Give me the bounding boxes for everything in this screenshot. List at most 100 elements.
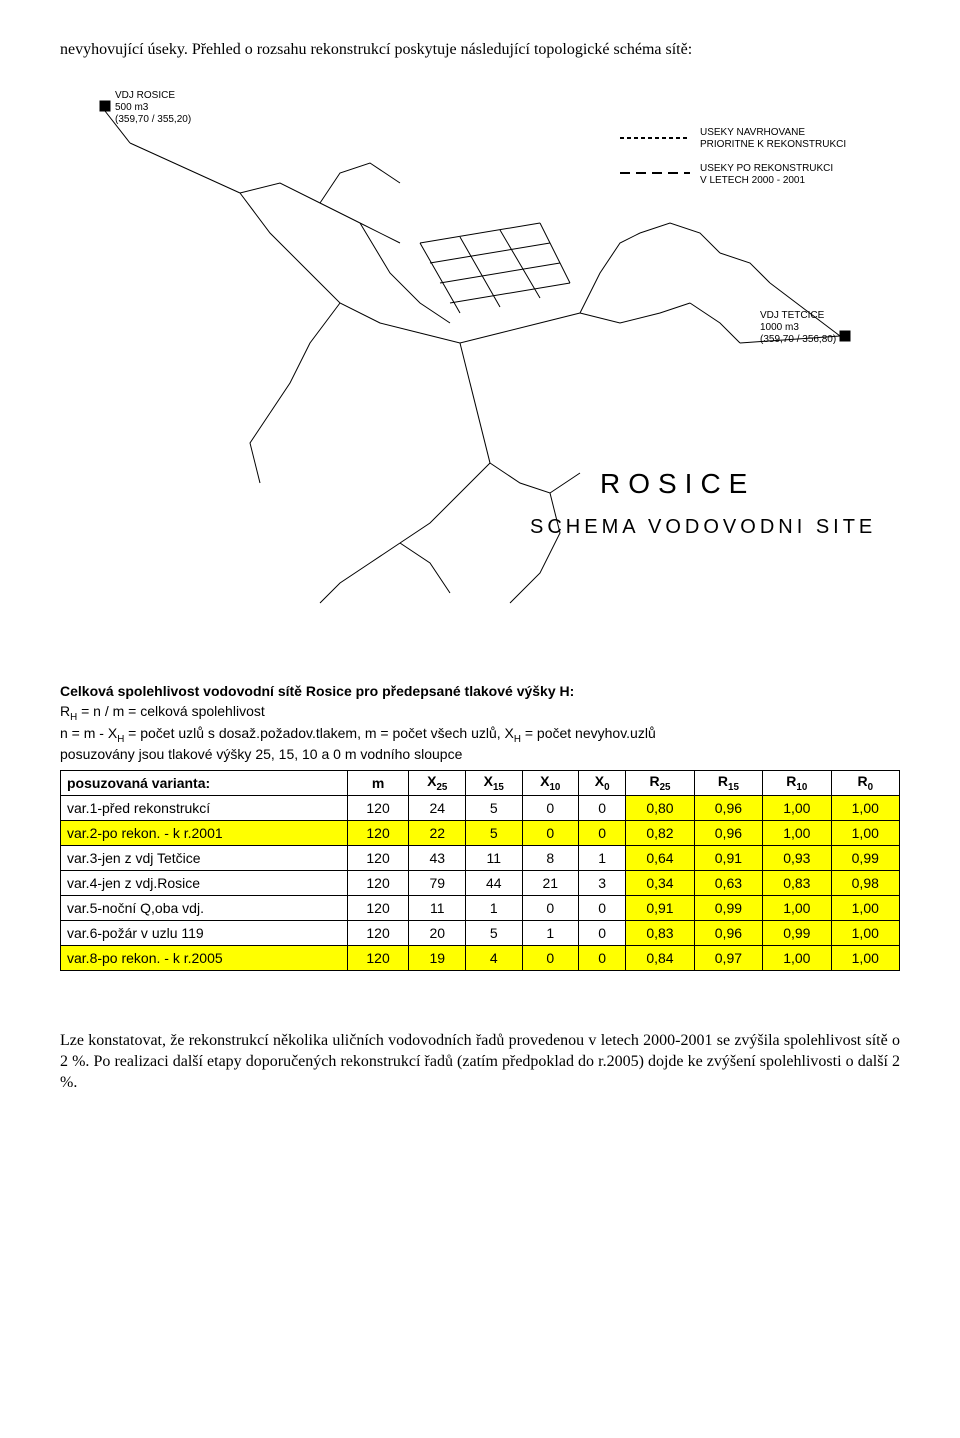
table-formula-3: posuzovány jsou tlakové výšky 25, 15, 10… <box>60 746 900 762</box>
vdj-tetcice-sub2: (359,70 / 356,80) <box>760 334 836 345</box>
cell: 0,83 <box>626 921 694 946</box>
col-m: m <box>347 771 409 796</box>
cell: 1 <box>579 846 626 871</box>
cell: 0 <box>522 946 579 971</box>
row-label: var.1-před rekonstrukcí <box>61 796 348 821</box>
table-header-row: posuzovaná varianta: mX25X15X10X0R25R15R… <box>61 771 900 796</box>
cell: 0,91 <box>626 896 694 921</box>
col-variant: posuzovaná varianta: <box>61 771 348 796</box>
cell: 24 <box>409 796 466 821</box>
col-X15: X15 <box>465 771 522 796</box>
cell: 5 <box>465 796 522 821</box>
cell: 0,93 <box>763 846 831 871</box>
cell: 5 <box>465 821 522 846</box>
vdj-rosice-sub2: (359,70 / 355,20) <box>115 114 191 125</box>
cell: 0 <box>579 821 626 846</box>
diagram-subtitle: SCHEMA VODOVODNI SITE <box>530 516 876 538</box>
table-formula-1: RH = n / m = celková spolehlivost <box>60 703 900 723</box>
intro-paragraph: nevyhovující úseky. Přehled o rozsahu re… <box>60 40 900 61</box>
col-R25: R25 <box>626 771 694 796</box>
col-R0: R0 <box>831 771 899 796</box>
cell: 120 <box>347 796 409 821</box>
cell: 120 <box>347 896 409 921</box>
cell: 120 <box>347 946 409 971</box>
cell: 0,98 <box>831 871 899 896</box>
row-label: var.3-jen z vdj Tetčice <box>61 846 348 871</box>
cell: 0,99 <box>763 921 831 946</box>
cell: 0,83 <box>763 871 831 896</box>
cell: 11 <box>465 846 522 871</box>
network-diagram: VDJ ROSICE 500 m3 (359,70 / 355,20) VDJ … <box>60 73 900 653</box>
cell: 19 <box>409 946 466 971</box>
vdj-tetcice-label: VDJ TETCICE <box>760 310 825 321</box>
cell: 0 <box>579 896 626 921</box>
cell: 0 <box>522 896 579 921</box>
cell: 0,96 <box>694 821 762 846</box>
cell: 0,96 <box>694 796 762 821</box>
table-row: var.5-noční Q,oba vdj.120111000,910,991,… <box>61 896 900 921</box>
cell: 120 <box>347 821 409 846</box>
legend-done-1: USEKY PO REKONSTRUKCI <box>700 163 833 174</box>
cell: 1,00 <box>763 946 831 971</box>
cell: 0,97 <box>694 946 762 971</box>
vdj-rosice-label: VDJ ROSICE <box>115 90 175 101</box>
cell: 1,00 <box>763 821 831 846</box>
cell: 1,00 <box>831 921 899 946</box>
cell: 21 <box>522 871 579 896</box>
cell: 43 <box>409 846 466 871</box>
cell: 22 <box>409 821 466 846</box>
cell: 0,63 <box>694 871 762 896</box>
cell: 20 <box>409 921 466 946</box>
cell: 1,00 <box>763 896 831 921</box>
col-R10: R10 <box>763 771 831 796</box>
col-X10: X10 <box>522 771 579 796</box>
cell: 1,00 <box>831 896 899 921</box>
cell: 44 <box>465 871 522 896</box>
cell: 1,00 <box>831 821 899 846</box>
cell: 0 <box>579 946 626 971</box>
cell: 0 <box>579 921 626 946</box>
cell: 120 <box>347 871 409 896</box>
cell: 0,82 <box>626 821 694 846</box>
cell: 79 <box>409 871 466 896</box>
cell: 1,00 <box>831 796 899 821</box>
table-row: var.1-před rekonstrukcí120245000,800,961… <box>61 796 900 821</box>
cell: 0,99 <box>831 846 899 871</box>
row-label: var.6-požár v uzlu 119 <box>61 921 348 946</box>
legend-done-2: V LETECH 2000 - 2001 <box>700 175 805 186</box>
vdj-tetcice-sub1: 1000 m3 <box>760 322 799 333</box>
table-row: var.6-požár v uzlu 119120205100,830,960,… <box>61 921 900 946</box>
cell: 120 <box>347 921 409 946</box>
reliability-table: posuzovaná varianta: mX25X15X10X0R25R15R… <box>60 770 900 971</box>
cell: 0 <box>522 796 579 821</box>
cell: 3 <box>579 871 626 896</box>
closing-paragraph: Lze konstatovat, že rekonstrukcí několik… <box>60 1031 900 1093</box>
cell: 0,99 <box>694 896 762 921</box>
vdj-rosice-sub1: 500 m3 <box>115 102 149 113</box>
table-row: var.3-jen z vdj Tetčice1204311810,640,91… <box>61 846 900 871</box>
row-label: var.4-jen z vdj.Rosice <box>61 871 348 896</box>
cell: 0 <box>579 796 626 821</box>
cell: 0,80 <box>626 796 694 821</box>
cell: 11 <box>409 896 466 921</box>
table-row: var.2-po rekon. - k r.2001120225000,820,… <box>61 821 900 846</box>
row-label: var.5-noční Q,oba vdj. <box>61 896 348 921</box>
table-formula-2: n = m - XH = počet uzlů s dosaž.požadov.… <box>60 725 900 745</box>
legend-priority-1: USEKY NAVRHOVANE <box>700 127 805 138</box>
cell: 0,64 <box>626 846 694 871</box>
cell: 1 <box>465 896 522 921</box>
cell: 0,96 <box>694 921 762 946</box>
diagram-title: ROSICE <box>600 468 755 499</box>
row-label: var.2-po rekon. - k r.2001 <box>61 821 348 846</box>
table-title: Celková spolehlivost vodovodní sítě Rosi… <box>60 683 900 699</box>
table-row: var.8-po rekon. - k r.2005120194000,840,… <box>61 946 900 971</box>
legend-priority-2: PRIORITNE K REKONSTRUKCI <box>700 139 846 150</box>
cell: 0,84 <box>626 946 694 971</box>
cell: 0,34 <box>626 871 694 896</box>
cell: 120 <box>347 846 409 871</box>
col-X25: X25 <box>409 771 466 796</box>
cell: 0,91 <box>694 846 762 871</box>
col-R15: R15 <box>694 771 762 796</box>
col-X0: X0 <box>579 771 626 796</box>
cell: 4 <box>465 946 522 971</box>
